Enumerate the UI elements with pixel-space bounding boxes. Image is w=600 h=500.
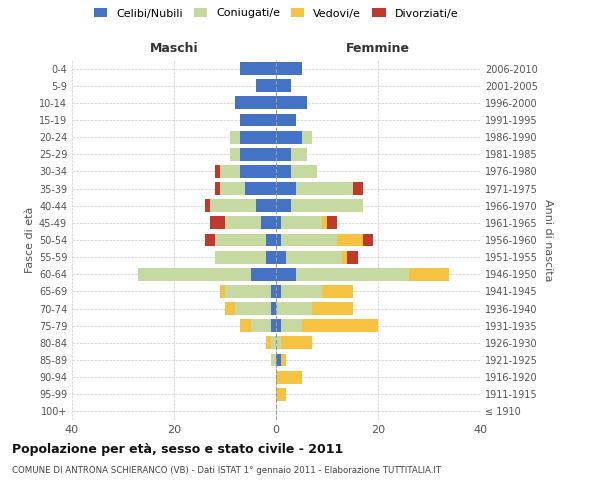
- Bar: [215, 165, 220, 178]
- Bar: [251, 268, 276, 280]
- Bar: [205, 234, 215, 246]
- Bar: [251, 320, 271, 332]
- Bar: [337, 234, 362, 246]
- Bar: [271, 320, 276, 332]
- Bar: [281, 336, 312, 349]
- Bar: [362, 234, 373, 246]
- Bar: [276, 62, 302, 75]
- Bar: [276, 336, 281, 349]
- Bar: [276, 182, 296, 195]
- Bar: [240, 165, 276, 178]
- Bar: [230, 130, 240, 143]
- Bar: [276, 216, 281, 230]
- Bar: [271, 354, 276, 366]
- Bar: [225, 216, 260, 230]
- Bar: [327, 216, 337, 230]
- Bar: [302, 320, 378, 332]
- Bar: [322, 216, 327, 230]
- Bar: [220, 165, 240, 178]
- Bar: [353, 182, 362, 195]
- Bar: [276, 302, 312, 315]
- Bar: [276, 388, 286, 400]
- Bar: [281, 320, 302, 332]
- Bar: [210, 216, 225, 230]
- Bar: [256, 80, 276, 92]
- Bar: [215, 182, 220, 195]
- Bar: [296, 182, 353, 195]
- Bar: [225, 285, 271, 298]
- Bar: [281, 234, 337, 246]
- Bar: [205, 200, 210, 212]
- Bar: [276, 130, 302, 143]
- Bar: [296, 268, 409, 280]
- Bar: [230, 148, 240, 160]
- Bar: [276, 234, 281, 246]
- Bar: [256, 200, 276, 212]
- Bar: [260, 216, 276, 230]
- Bar: [266, 336, 271, 349]
- Bar: [240, 114, 276, 126]
- Bar: [225, 302, 235, 315]
- Bar: [266, 250, 276, 264]
- Bar: [235, 96, 276, 110]
- Bar: [292, 148, 307, 160]
- Bar: [347, 250, 358, 264]
- Text: Popolazione per età, sesso e stato civile - 2011: Popolazione per età, sesso e stato civil…: [12, 442, 343, 456]
- Bar: [312, 302, 353, 315]
- Bar: [276, 114, 296, 126]
- Bar: [220, 285, 225, 298]
- Bar: [276, 285, 281, 298]
- Bar: [276, 148, 292, 160]
- Y-axis label: Anni di nascita: Anni di nascita: [543, 198, 553, 281]
- Bar: [240, 148, 276, 160]
- Bar: [409, 268, 449, 280]
- Bar: [281, 354, 286, 366]
- Bar: [276, 250, 286, 264]
- Bar: [240, 130, 276, 143]
- Bar: [215, 250, 266, 264]
- Text: COMUNE DI ANTRONA SCHIERANCO (VB) - Dati ISTAT 1° gennaio 2011 - Elaborazione TU: COMUNE DI ANTRONA SCHIERANCO (VB) - Dati…: [12, 466, 441, 475]
- Y-axis label: Fasce di età: Fasce di età: [25, 207, 35, 273]
- Bar: [281, 285, 322, 298]
- Bar: [292, 165, 317, 178]
- Bar: [276, 320, 281, 332]
- Bar: [276, 354, 281, 366]
- Bar: [286, 250, 342, 264]
- Bar: [235, 302, 271, 315]
- Bar: [322, 285, 353, 298]
- Bar: [292, 200, 363, 212]
- Bar: [276, 370, 302, 384]
- Bar: [271, 336, 276, 349]
- Bar: [276, 96, 307, 110]
- Bar: [276, 268, 296, 280]
- Bar: [240, 62, 276, 75]
- Bar: [342, 250, 347, 264]
- Legend: Celibi/Nubili, Coniugati/e, Vedovi/e, Divorziati/e: Celibi/Nubili, Coniugati/e, Vedovi/e, Di…: [94, 8, 458, 18]
- Bar: [220, 182, 245, 195]
- Bar: [276, 80, 292, 92]
- Text: Femmine: Femmine: [346, 42, 410, 55]
- Bar: [271, 302, 276, 315]
- Bar: [138, 268, 251, 280]
- Bar: [240, 320, 251, 332]
- Bar: [276, 165, 292, 178]
- Bar: [271, 285, 276, 298]
- Bar: [302, 130, 312, 143]
- Text: Maschi: Maschi: [149, 42, 199, 55]
- Bar: [266, 234, 276, 246]
- Bar: [276, 200, 292, 212]
- Bar: [215, 234, 266, 246]
- Bar: [281, 216, 322, 230]
- Bar: [210, 200, 256, 212]
- Bar: [245, 182, 276, 195]
